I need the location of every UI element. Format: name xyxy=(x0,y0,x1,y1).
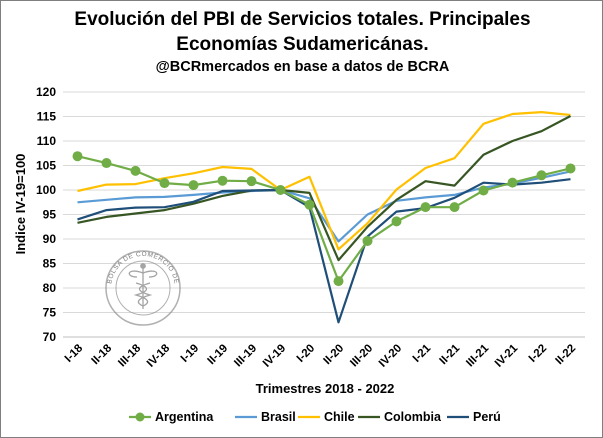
series-line-colombia xyxy=(77,115,572,262)
x-tick-label: III-19 xyxy=(232,342,259,369)
legend-label-peru: Perú xyxy=(473,410,501,424)
x-axis-title: Trimestres 2018 - 2022 xyxy=(256,381,395,396)
x-tick-label: II-22 xyxy=(554,342,579,367)
legend-label-colombia: Colombia xyxy=(384,410,442,424)
y-tick-label: 80 xyxy=(43,281,57,295)
y-tick-label: 105 xyxy=(36,159,56,173)
x-tick-label: IV-21 xyxy=(493,342,521,370)
x-tick-label: II-20 xyxy=(322,342,347,367)
series-line-brasil xyxy=(77,170,571,243)
data-point-argentina xyxy=(72,151,83,162)
chart-title-line-2: Economías Sudamericánas. xyxy=(176,34,429,55)
chart-subtitle: @BCRmercados en base a datos de BCRA xyxy=(155,59,450,75)
x-tick-label: I-20 xyxy=(295,342,318,365)
data-point-argentina xyxy=(304,199,315,210)
x-tick-label: I-22 xyxy=(527,342,550,365)
legend-marker-argentina xyxy=(135,412,145,422)
y-tick-label: 75 xyxy=(43,306,57,320)
x-tick-label: I-19 xyxy=(179,342,202,365)
seal-inner-ring xyxy=(115,260,171,316)
x-tick-label: IV-18 xyxy=(145,342,173,370)
data-point-argentina xyxy=(478,185,489,196)
series-line-argentina xyxy=(77,155,571,283)
x-tick-label: I-18 xyxy=(63,342,86,365)
data-point-argentina xyxy=(159,178,170,189)
legend-label-chile: Chile xyxy=(324,410,355,424)
y-tick-label: 90 xyxy=(43,232,57,246)
x-tick-label: II-21 xyxy=(438,342,463,367)
gridlines xyxy=(63,91,585,313)
x-tick-label: IV-19 xyxy=(261,342,288,369)
y-tick-label: 95 xyxy=(43,208,57,222)
x-tick-label: IV-20 xyxy=(377,342,404,369)
legend: Argentina Brasil Chile Colombia Perú xyxy=(129,410,501,424)
x-tick-label: II-19 xyxy=(206,342,231,367)
seal-outer-ring xyxy=(105,250,181,326)
data-point-argentina xyxy=(333,276,344,287)
x-tick-label: III-18 xyxy=(116,342,143,369)
data-point-argentina xyxy=(130,165,141,176)
data-point-argentina xyxy=(101,158,112,169)
y-tick-label: 85 xyxy=(43,257,57,271)
x-tick-label: III-20 xyxy=(348,342,375,369)
y-tick-label: 70 xyxy=(43,330,57,344)
data-point-argentina xyxy=(362,235,373,246)
series-line-chile xyxy=(77,110,571,251)
y-tick-label: 120 xyxy=(36,85,56,99)
legend-label-brasil: Brasil xyxy=(261,410,296,424)
legend-label-argentina: Argentina xyxy=(155,410,214,424)
series-line-peru xyxy=(77,178,571,324)
caduceus-icon xyxy=(128,263,158,309)
data-point-argentina xyxy=(420,202,431,213)
y-axis-title: Indice IV-19=100 xyxy=(13,154,28,255)
data-point-argentina xyxy=(246,176,257,187)
y-tick-label: 110 xyxy=(37,134,57,148)
x-tick-label: I-21 xyxy=(411,342,434,365)
data-point-argentina xyxy=(188,180,199,191)
data-point-argentina xyxy=(565,163,576,174)
y-tick-label: 115 xyxy=(37,110,57,124)
chart-title-line-1: Evolución del PBI de Servicios totales. … xyxy=(74,9,531,30)
data-point-argentina xyxy=(275,185,286,195)
data-point-argentina xyxy=(536,170,547,181)
data-point-argentina xyxy=(217,175,228,186)
data-point-argentina xyxy=(391,216,402,227)
axis-labels: Trimestres 2018 - 2022 Indice IV-19=100 xyxy=(13,154,394,396)
x-tick-label: III-21 xyxy=(464,342,491,369)
x-tick-label: II-18 xyxy=(90,342,115,367)
data-point-argentina xyxy=(507,177,518,188)
data-point-argentina xyxy=(449,202,460,213)
y-tick-label: 100 xyxy=(36,183,56,197)
series xyxy=(72,110,576,324)
